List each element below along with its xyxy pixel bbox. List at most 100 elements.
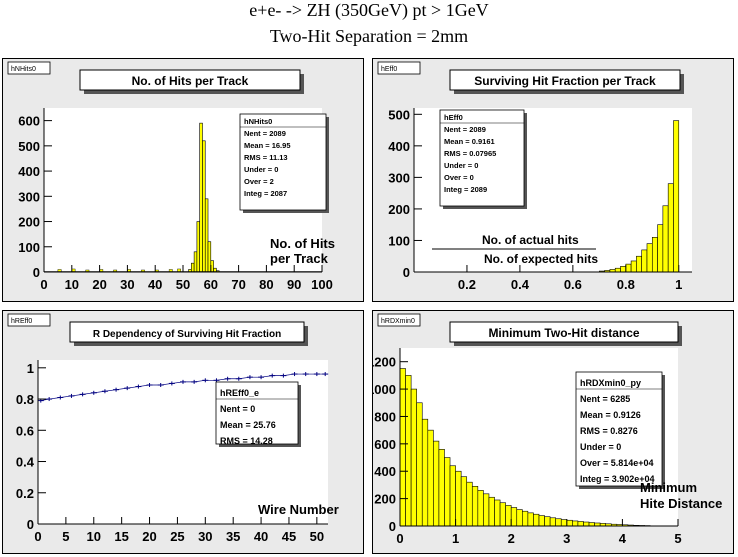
- histogram-bin: [455, 470, 462, 527]
- histogram-bin: [483, 493, 490, 527]
- stats-name: hEff0: [444, 113, 463, 122]
- stats-row: Nent = 0: [220, 404, 255, 414]
- y-tick-label: 0: [27, 517, 34, 532]
- x-tick-label: 70: [231, 277, 245, 292]
- x-tick-label: 90: [287, 277, 301, 292]
- histogram-bin: [204, 198, 209, 273]
- histogram-bin: [527, 512, 534, 527]
- x-tick-label: 35: [226, 529, 240, 544]
- x-tick-label: 10: [65, 277, 79, 292]
- histogram-bin: [577, 521, 584, 527]
- profile-line: [40, 373, 326, 401]
- histogram-bin: [641, 249, 648, 273]
- stats-row: Mean = 16.95: [244, 141, 291, 150]
- stats-row: Nent = 6285: [580, 394, 630, 404]
- stats-box: [575, 371, 663, 487]
- y-tick-label: 0: [403, 265, 410, 280]
- stats-row: Mean = 0.9161: [444, 137, 495, 146]
- y-tick-label: 100: [388, 233, 410, 248]
- annotation-text: No. of actual hits: [482, 233, 579, 247]
- y-tick-label: 0: [389, 519, 396, 534]
- x-tick-label: 20: [92, 277, 106, 292]
- stats-row: Under = 0: [580, 442, 621, 452]
- y-tick-label: 200: [18, 215, 40, 230]
- chart-title: Surviving Hit Fraction per Track: [474, 74, 656, 88]
- chart-surviving-fraction: hEff0 Surviving Hit Fraction per Track 0.2…: [372, 58, 734, 302]
- name-tag-box: [7, 313, 51, 327]
- y-tick-label: 600: [374, 437, 396, 452]
- y-tick-label: 400: [18, 164, 40, 179]
- histogram-bin: [466, 481, 473, 527]
- stats-row: Over = 2: [244, 177, 274, 186]
- pad-min-two-hit-distance: hRDXmin0 Minimum Two-Hit distance 0 1 2 3 4 5 0 2…: [372, 310, 734, 554]
- stats-name: hNHits0: [244, 117, 272, 126]
- histogram-bin: [566, 519, 573, 527]
- stats-row: Integ = 3.902e+04: [580, 474, 655, 484]
- stats-row: Under = 0: [244, 165, 278, 174]
- y-tick-label: 400: [388, 139, 410, 154]
- canvas-title-line1: e+e- -> ZH (350GeV) pt > 1GeV: [249, 0, 489, 20]
- histogram-bin: [522, 510, 529, 527]
- stats-box: [239, 113, 327, 211]
- x-tick-label: 0: [396, 531, 403, 546]
- x-tick-label: 15: [114, 529, 128, 544]
- x-tick-label: 4: [619, 531, 627, 546]
- title-box: [449, 321, 679, 343]
- x-tick-label: 50: [310, 529, 324, 544]
- x-tick-label: 0.8: [617, 277, 635, 292]
- stats-row: Integ = 2089: [444, 185, 487, 194]
- x-tick-label: 40: [254, 529, 268, 544]
- x-tick-label: 0: [40, 277, 47, 292]
- histogram-bin: [449, 465, 456, 527]
- x-tick-label: 20: [142, 529, 156, 544]
- histogram-bin: [636, 255, 642, 273]
- histogram-bin: [199, 122, 203, 273]
- annotation-text: Wire Number: [258, 502, 339, 517]
- name-tag: hRDXmin0: [381, 318, 415, 325]
- stats-row: Integ = 2087: [244, 189, 287, 198]
- stats-row: Nent = 2089: [244, 129, 286, 138]
- histogram-bin: [549, 517, 556, 527]
- chart-title: Minimum Two-Hit distance: [488, 326, 639, 340]
- histogram-bin: [673, 120, 680, 273]
- histogram-bin: [405, 375, 412, 527]
- x-tick-label: 2: [508, 531, 515, 546]
- title-box: [69, 321, 305, 343]
- chart-hits-per-track: hNHits0 No. of Hits per Track 0 10 20 30 40 50 6…: [2, 58, 364, 302]
- x-tick-label: 30: [120, 277, 134, 292]
- histogram-bin: [510, 507, 518, 527]
- stats-row: Mean = 0.9126: [580, 410, 641, 420]
- histogram-bin: [438, 449, 445, 527]
- y-tick-label: 0.2: [16, 486, 34, 501]
- histogram-bin: [572, 520, 579, 527]
- x-tick-label: 0.2: [458, 277, 476, 292]
- y-tick-label: 500: [18, 139, 40, 154]
- x-tick-label: 5: [674, 531, 681, 546]
- histogram-bin: [477, 490, 484, 527]
- histogram-bin: [657, 224, 664, 273]
- histogram-bin: [625, 263, 632, 273]
- x-tick-label: 60: [204, 277, 218, 292]
- annotation-text: No. of expected hits: [484, 252, 598, 266]
- histogram-bin: [630, 260, 637, 273]
- stats-row: RMS = 0.07965: [444, 149, 496, 158]
- name-tag: hREff0: [11, 318, 32, 325]
- y-tick-label: 0.8: [16, 392, 34, 407]
- x-tick-label: 0.6: [564, 277, 582, 292]
- histogram-bin: [620, 266, 627, 273]
- histogram-bin: [399, 368, 406, 527]
- annotation-text: per Track: [270, 251, 329, 266]
- name-tag-box: [7, 61, 51, 75]
- histogram-bin: [662, 205, 669, 273]
- x-tick-label: 0: [34, 529, 41, 544]
- histogram-bin: [421, 418, 429, 527]
- x-tick-label: 50: [176, 277, 190, 292]
- y-tick-label: 300: [18, 189, 40, 204]
- y-tick-label: 1: [27, 361, 34, 376]
- x-tick-label: 25: [170, 529, 184, 544]
- stats-row: Under = 0: [444, 161, 478, 170]
- chart-title: No. of Hits per Track: [132, 74, 249, 88]
- stats-row: Over = 5.814e+04: [580, 458, 654, 468]
- histogram-bin: [488, 496, 495, 527]
